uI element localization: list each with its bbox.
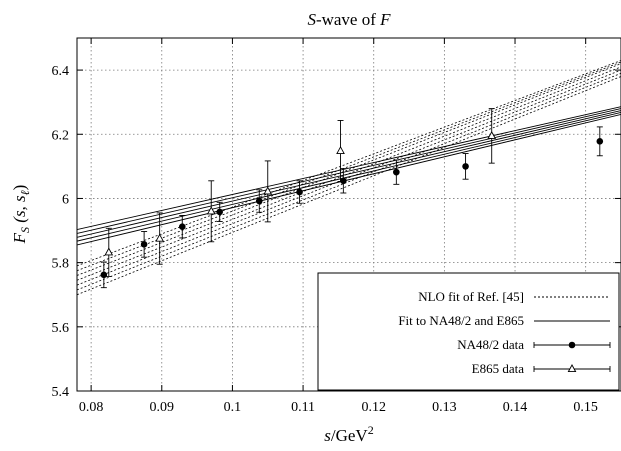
na48-data-point — [216, 208, 224, 216]
nlo-fit-line — [77, 69, 621, 286]
chart-title: S-wave of F — [307, 10, 391, 29]
e865-data-point — [206, 206, 216, 215]
na48-data-point — [296, 188, 303, 196]
na48-data-point — [178, 223, 186, 230]
y-tick-label: 5.6 — [52, 321, 70, 336]
y-tick-label: 5.8 — [52, 257, 70, 272]
combined-fit-line — [77, 110, 621, 238]
legend: NLO fit of Ref. [45] Fit to NA48/2 and E8… — [317, 272, 620, 391]
legend-label: Fit to NA48/2 and E865 — [398, 313, 524, 328]
x-axis-label: s/GeV2 — [324, 423, 373, 445]
legend-label: E865 data — [472, 361, 525, 376]
combined-fit-line — [77, 106, 621, 231]
na48-data-point — [140, 241, 148, 248]
x-tick-label: 0.09 — [150, 400, 175, 415]
fit-lines — [77, 60, 621, 296]
nlo-fit-line — [77, 72, 621, 291]
na48-data-point — [462, 163, 469, 170]
combined-fit-line — [77, 112, 621, 242]
y-tick-label: 6.4 — [52, 64, 70, 79]
data-points — [100, 108, 604, 289]
combined-fit-line — [77, 113, 621, 246]
na48-data-point — [596, 138, 604, 145]
e865-data-point — [104, 247, 114, 256]
nlo-fit-line — [77, 63, 621, 276]
na48-data-point — [255, 197, 263, 205]
x-tick-label: 0.15 — [573, 400, 598, 415]
legend-marker — [567, 364, 577, 373]
x-tick-label: 0.14 — [503, 400, 528, 415]
combined-fit-line — [77, 108, 621, 234]
nlo-fit-line — [77, 60, 621, 267]
legend-label: NLO fit of Ref. [45] — [418, 289, 524, 304]
na48-data-point — [340, 177, 347, 185]
y-axis-label: FS (s, sℓ) — [10, 185, 32, 245]
legend-label: NA48/2 data — [457, 337, 524, 352]
e865-data-point — [336, 146, 345, 155]
y-tick-label: 6 — [62, 192, 69, 207]
e865-data-point — [487, 130, 497, 139]
x-tick-label: 0.13 — [432, 400, 457, 415]
y-tick-label: 6.2 — [52, 128, 70, 143]
x-tick-label: 0.1 — [224, 400, 242, 415]
y-tick-label: 5.4 — [52, 385, 70, 400]
legend-marker — [568, 341, 576, 349]
plot-frame — [76, 37, 621, 392]
x-tick-label: 0.12 — [361, 400, 386, 415]
axes: 0.08 0.09 0.1 0.11 0.12 0.13 0.14 0.15 5.4 5.6 5.8… — [52, 38, 621, 415]
e865-data-point — [263, 186, 273, 195]
x-tick-label: 0.08 — [79, 400, 104, 415]
na48-data-point — [393, 168, 400, 176]
x-tick-label: 0.11 — [291, 400, 315, 415]
na48-data-point — [100, 271, 108, 279]
nlo-fit-line — [77, 76, 621, 296]
e865-data-point — [155, 233, 165, 242]
nlo-fit-line — [77, 61, 621, 272]
